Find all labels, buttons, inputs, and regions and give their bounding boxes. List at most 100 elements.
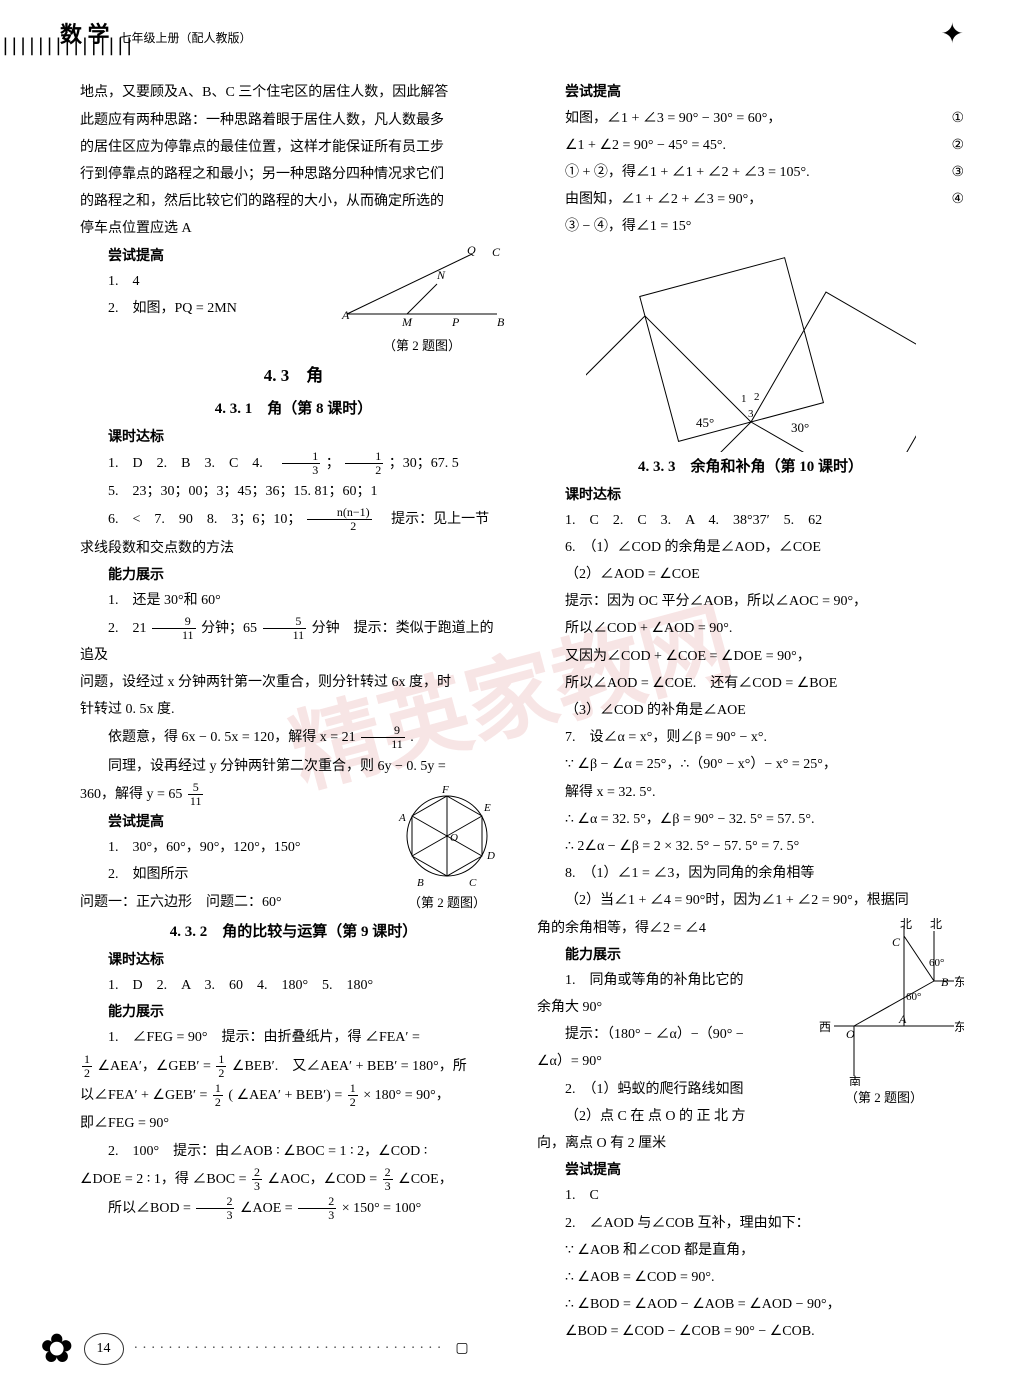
svg-text:东: 东 xyxy=(954,975,964,989)
answer-line: ∵ ∠AOB 和∠COD 都是直角， xyxy=(537,1238,964,1263)
svg-text:N: N xyxy=(436,268,446,282)
section-4-3-1: 4. 3. 1 角（第 8 课时） xyxy=(80,396,507,423)
compass-figure: 北 北 南 东 东 西 O A B C 60° 60° （第 2 题图） xyxy=(804,916,964,1109)
answer-line: （2）当∠1 + ∠4 = 90°时，因为∠1 + ∠2 = 90°，根据同 xyxy=(537,888,964,913)
answer-line: （2）∠AOD = ∠COE xyxy=(537,562,964,587)
answer-line: ∴ ∠AOB = ∠COD = 90°. xyxy=(537,1265,964,1290)
fig-caption: （第 2 题图） xyxy=(804,1086,964,1109)
section-4-3: 4. 3 角 xyxy=(80,361,507,392)
answer-line: 如图，∠1 + ∠3 = 90° − 30° = 60°，① xyxy=(537,106,964,131)
answer-line: 角的余角相等，得∠2 = ∠4 xyxy=(537,916,804,941)
intro-line: 行到停靠点的路程之和最小；另一种思路分四种情况求它们 xyxy=(80,162,507,187)
left-column: 地点，又要顾及A、B、C 三个住宅区的居住人数，因此解答 此题应有两种思路：一种… xyxy=(80,80,507,1346)
svg-text:南: 南 xyxy=(849,1074,861,1086)
svg-text:M: M xyxy=(401,315,413,329)
topic-ksdb: 课时达标 xyxy=(80,425,507,450)
svg-text:60°: 60° xyxy=(929,957,944,969)
triangle-figure: A M P B N Q C （第 2 题图） xyxy=(337,244,507,357)
answer-line: 2. 如图所示 xyxy=(80,862,387,887)
section-4-3-2: 4. 3. 2 角的比较与运算（第 9 课时） xyxy=(80,919,507,946)
topic-cstgh2: 尝试提高 xyxy=(80,810,387,835)
svg-text:O: O xyxy=(846,1027,855,1041)
answer-line: ∵ ∠β − ∠α = 25°，∴（90° − x°）− x° = 25°， xyxy=(537,752,964,777)
right-column: 尝试提高 如图，∠1 + ∠3 = 90° − 30° = 60°，① ∠1 +… xyxy=(537,80,964,1346)
intro-line: 此题应有两种思路：一种思路着眼于居住人数，凡人数最多 xyxy=(80,108,507,133)
answer-line: 6. < 7. 90 8. 3；6；10； n(n−1)2 提示：见上一节 xyxy=(80,506,507,533)
answer-line: 提示：因为 OC 平分∠AOB，所以∠AOC = 90°， xyxy=(537,589,964,614)
answer-line: 2. ∠AOD 与∠COB 互补，理由如下： xyxy=(537,1211,964,1236)
svg-text:北: 北 xyxy=(930,917,942,931)
topic-nlzs: 能力展示 xyxy=(80,563,507,588)
answer-line: 问题，设经过 x 分钟两针第一次重合，则分针转过 6x 度，时 xyxy=(80,670,507,695)
topic-nlzs2: 能力展示 xyxy=(80,1000,507,1025)
answer-line: 1. C xyxy=(537,1183,964,1208)
svg-text:A: A xyxy=(398,812,406,824)
topic-cstgh: 尝试提高 xyxy=(80,244,337,269)
answer-line: ∴ ∠α = 32. 5°，∠β = 90° − 32. 5° = 57. 5°… xyxy=(537,807,964,832)
page-footer: ✿ 14 ···································… xyxy=(40,1313,469,1385)
footer-square-icon: ▢ xyxy=(455,1336,468,1361)
topic-ksdb2: 课时达标 xyxy=(80,948,507,973)
svg-text:O: O xyxy=(450,832,458,844)
triangle-svg: A M P B N Q C xyxy=(337,244,507,334)
answer-line: 以∠FEA′ + ∠GEB′ = 12 ( ∠AEA′ + BEB′) = 12… xyxy=(80,1082,507,1109)
answer-line: 提示：（180° − ∠α）−（90° − xyxy=(537,1022,804,1047)
svg-text:B: B xyxy=(941,975,949,989)
answer-line: 1. D 2. B 3. C 4. 13 ； 12 ；30；67. 5 xyxy=(80,450,507,477)
answer-line: 1. 30°，60°，90°，120°，150° xyxy=(80,835,387,860)
answer-line: 同理，设再经过 y 分钟两针第二次重合，则 6y − 0. 5y = xyxy=(80,754,507,779)
page-number: 14 xyxy=(84,1333,124,1364)
answer-line: 依题意，得 6x − 0. 5x = 120，解得 x = 21 911 . xyxy=(80,724,507,751)
answer-line: 即∠FEG = 90° xyxy=(80,1111,507,1136)
answer-line: ∠BOD = ∠COD − ∠COB = 90° − ∠COB. xyxy=(537,1319,964,1344)
footer-dots: ···································· xyxy=(134,1336,446,1361)
answer-line: ∴ ∠BOD = ∠AOD − ∠AOB = ∠AOD − 90°， xyxy=(537,1292,964,1317)
answer-line: 5. 23；30；00；3；45；36；15. 81；60；1 xyxy=(80,479,507,504)
answer-line: 解得 x = 32. 5°. xyxy=(537,780,964,805)
page-header: ||||||||||||||| 数 学 七年级上册（配人教版） ✦ xyxy=(0,0,1024,70)
answer-line: 2. 100° 提示：由∠AOB ∶ ∠BOC = 1 ∶ 2，∠COD ∶ xyxy=(80,1139,507,1164)
barcode: ||||||||||||||| xyxy=(0,30,133,62)
answer-line: 由图知，∠1 + ∠2 + ∠3 = 90°，④ xyxy=(537,187,964,212)
svg-text:30°: 30° xyxy=(791,420,809,435)
answer-line: ③ − ④，得∠1 = 15° xyxy=(537,214,964,239)
logo-icon: ✦ xyxy=(941,10,964,60)
answer-line: 1. 还是 30°和 60° xyxy=(80,588,507,613)
squares-figure: 45° 1 2 3 30° xyxy=(537,242,964,452)
answer-line: 2. （1）蚂蚁的爬行路线如图 xyxy=(537,1077,804,1102)
squares-svg: 45° 1 2 3 30° xyxy=(586,242,916,452)
intro-line: 的路程之和，然后比较它们的路程的大小，从而确定所选的 xyxy=(80,189,507,214)
svg-text:D: D xyxy=(486,850,495,862)
answer-line: 2. 如图，PQ = 2MN xyxy=(80,296,337,321)
answer-line: 2. 21 911 分钟；65 511 分钟 提示：类似于跑道上的追及 xyxy=(80,615,507,668)
answer-line: 所以∠AOD = ∠COE. 还有∠COD = ∠BOE xyxy=(537,671,964,696)
answer-line: 12 ∠AEA′，∠GEB′ = 12 ∠BEB′. 又∠AEA′ + BEB′… xyxy=(80,1053,507,1080)
answer-line: ∠DOE = 2 ∶ 1，得 ∠BOC = 23 ∠AOC，∠COD = 23 … xyxy=(80,1166,507,1193)
answer-line: 8. （1）∠1 = ∠3，因为同角的余角相等 xyxy=(537,861,964,886)
answer-line: 1. ∠FEG = 90° 提示：由折叠纸片，得 ∠FEA′ = xyxy=(80,1025,507,1050)
topic-cstgh: 尝试提高 xyxy=(537,80,964,105)
fig-caption: （第 2 题图） xyxy=(387,891,507,914)
intro-line: 停车点位置应选 A xyxy=(80,216,507,241)
svg-text:B: B xyxy=(497,315,505,329)
svg-text:C: C xyxy=(469,877,477,889)
answer-line: 向，离点 O 有 2 厘米 xyxy=(537,1131,964,1156)
answer-line: 1. D 2. A 3. 60 4. 180° 5. 180° xyxy=(80,973,507,998)
answer-line: ∠1 + ∠2 = 90° − 45° = 45°.② xyxy=(537,133,964,158)
svg-text:1: 1 xyxy=(741,393,747,405)
topic-nlzs: 能力展示 xyxy=(537,943,804,968)
compass-svg: 北 北 南 东 东 西 O A B C 60° 60° xyxy=(804,916,964,1086)
fig-caption: （第 2 题图） xyxy=(337,334,507,357)
answer-line: 7. 设∠α = x°，则∠β = 90° − x°. xyxy=(537,725,964,750)
topic-ksdb: 课时达标 xyxy=(537,483,964,508)
svg-text:2: 2 xyxy=(754,391,760,403)
svg-text:C: C xyxy=(892,935,901,949)
topic-cstgh2: 尝试提高 xyxy=(537,1158,964,1183)
answer-line: ∴ 2∠α − ∠β = 2 × 32. 5° − 57. 5° = 7. 5° xyxy=(537,834,964,859)
intro-line: 的居住区应为停靠点的最佳位置，这样才能保证所有员工步 xyxy=(80,135,507,160)
answer-line: 1. 4 xyxy=(80,269,337,294)
svg-text:Q: Q xyxy=(467,244,476,257)
svg-text:F: F xyxy=(441,784,449,796)
svg-text:P: P xyxy=(451,315,460,329)
intro-line: 地点，又要顾及A、B、C 三个住宅区的居住人数，因此解答 xyxy=(80,80,507,105)
